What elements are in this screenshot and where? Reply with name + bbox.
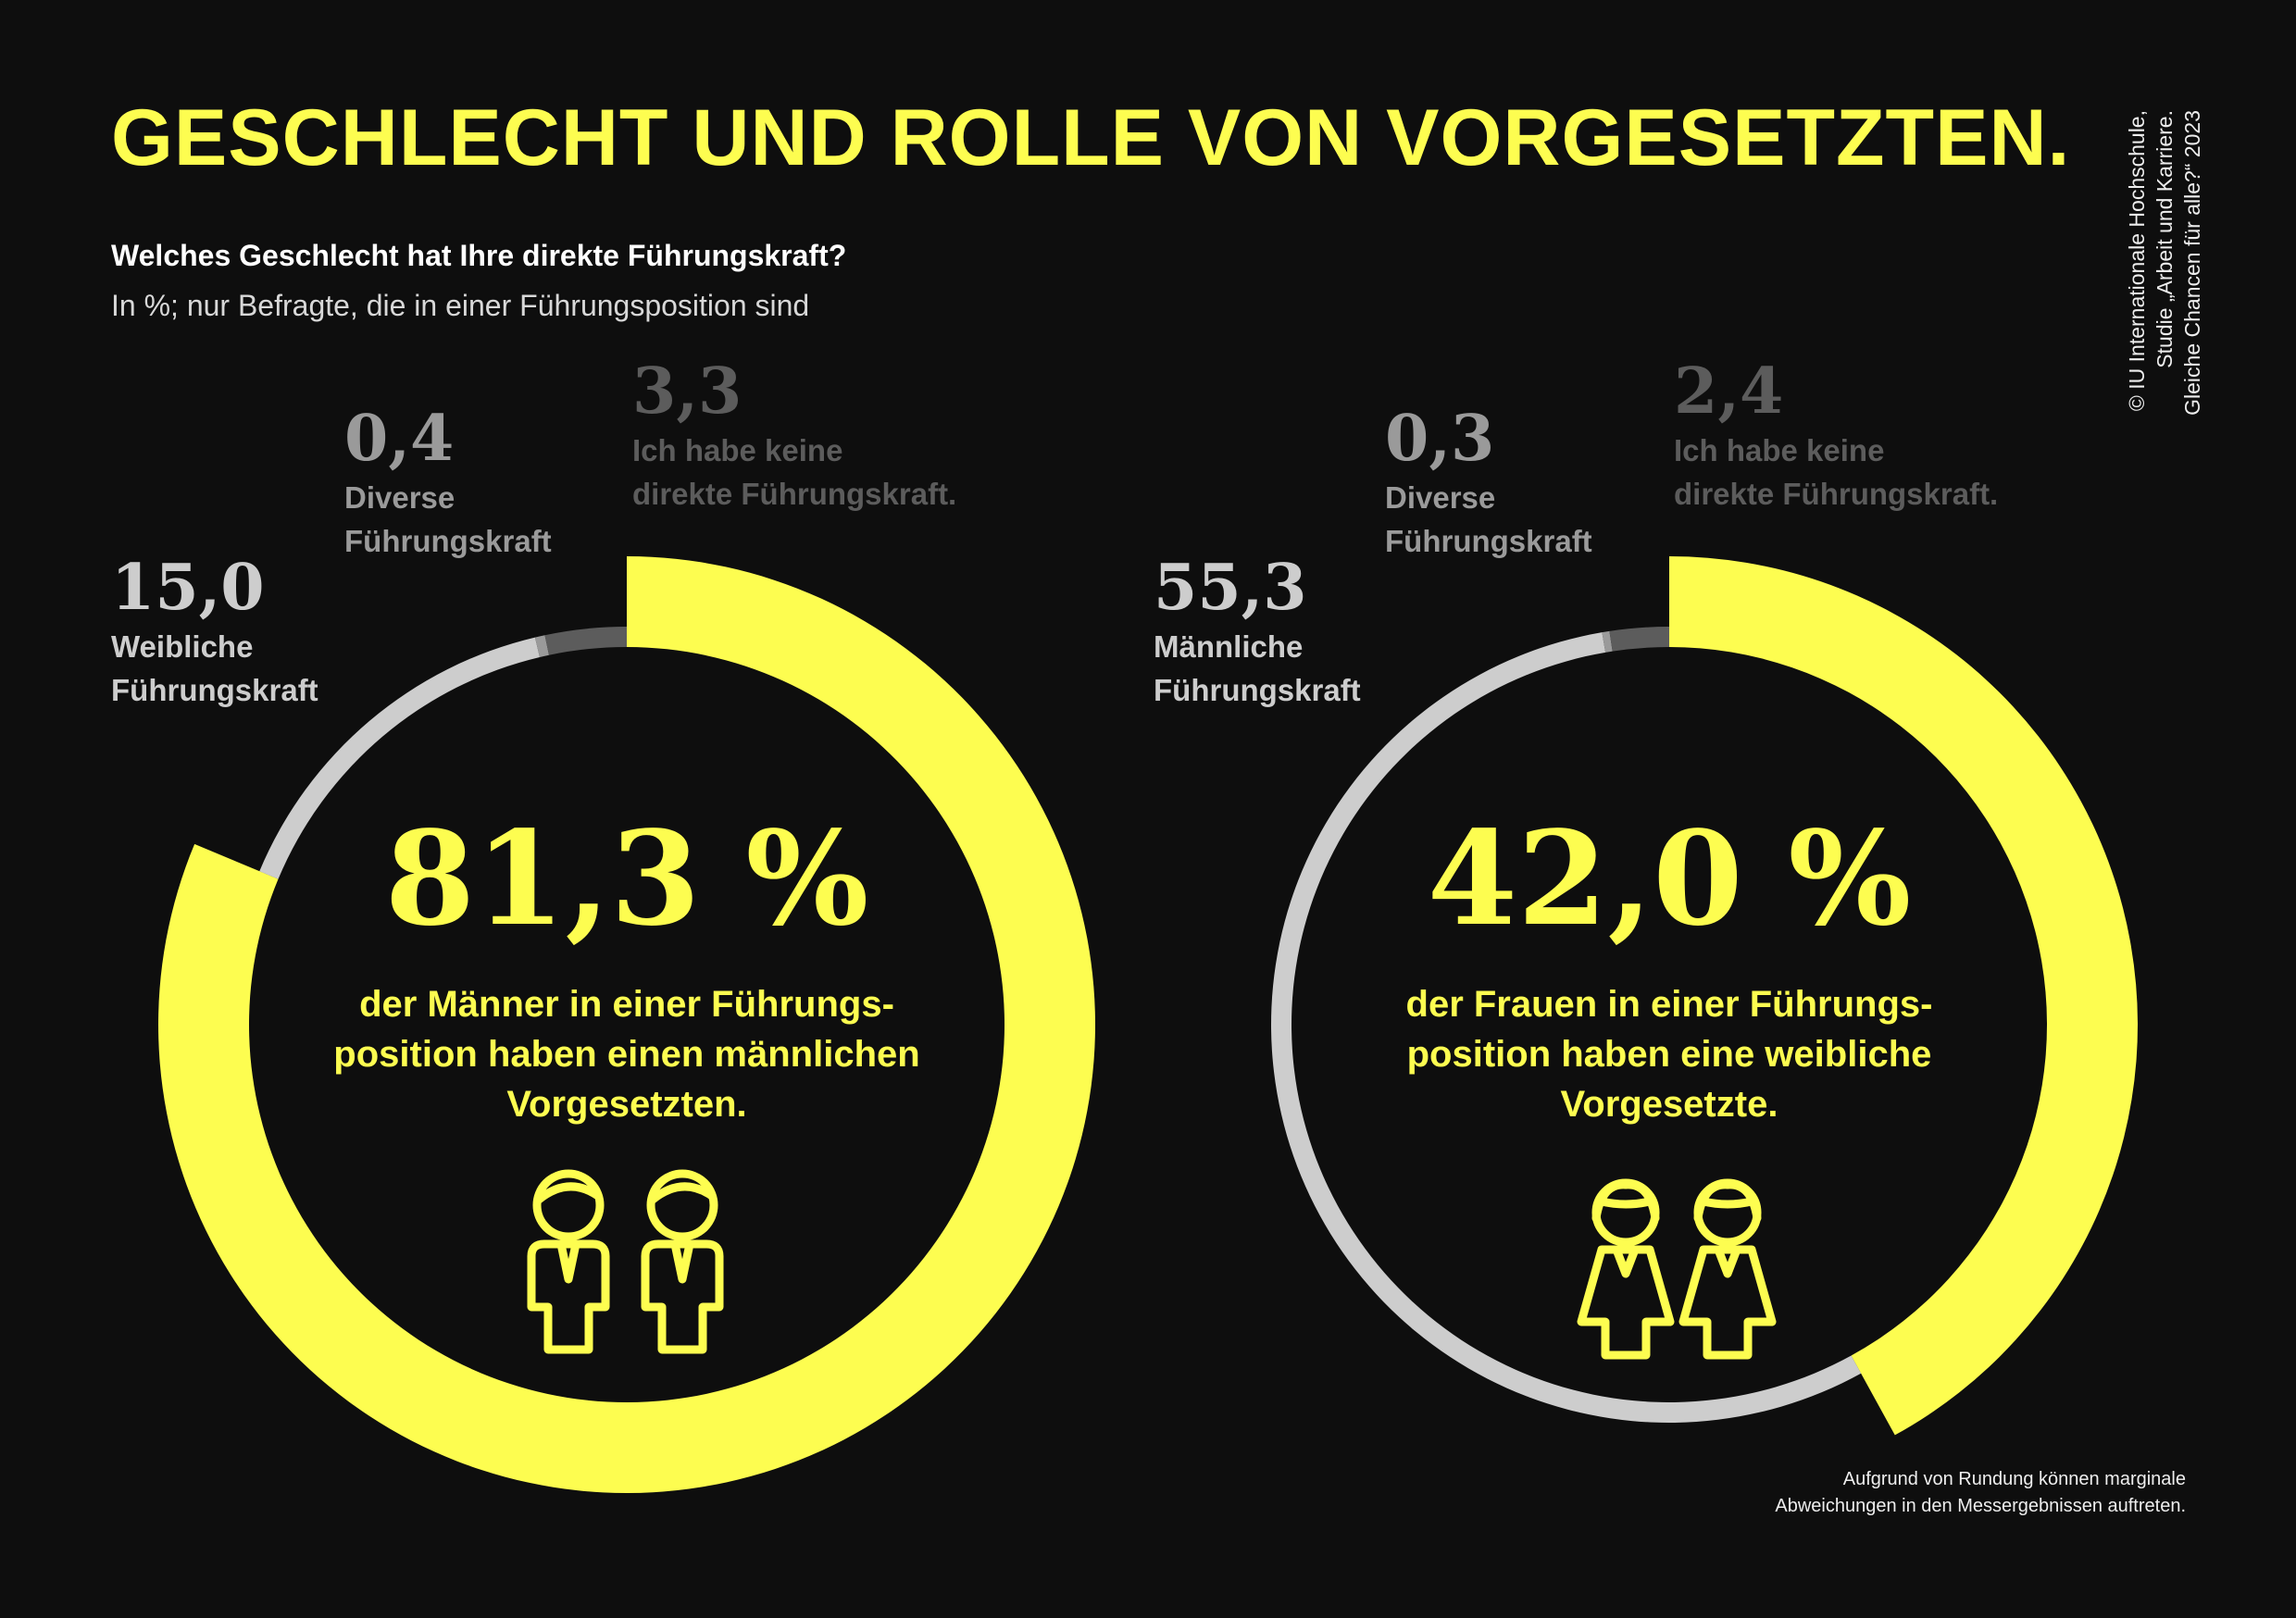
value-label: 55,3 xyxy=(1154,551,1307,625)
source: © IU Internationale Hochschule, Studie „… xyxy=(2125,110,2204,416)
center-value: 42,0 % xyxy=(1427,803,1912,955)
question: Welches Geschlecht hat Ihre direkte Führ… xyxy=(111,239,847,272)
donut-slice xyxy=(1669,556,2138,1436)
donut-slice xyxy=(1602,630,1613,653)
man-icon xyxy=(527,1169,610,1354)
icons xyxy=(527,1169,1777,1360)
value-label: 3,3 xyxy=(632,355,742,429)
category-label: Ich habe keine direkte Führungskraft. xyxy=(1674,433,1999,511)
man-icon xyxy=(641,1169,724,1354)
category-label: Weibliche Führungskraft xyxy=(111,629,318,707)
donut-slice xyxy=(259,637,541,879)
donut-slice xyxy=(544,627,627,655)
value-label: 2,4 xyxy=(1674,355,1784,429)
donut-slice xyxy=(534,635,550,657)
center-text: der Männer in einer Führungs- position h… xyxy=(333,984,920,1125)
category-label: Diverse Führungskraft xyxy=(344,480,552,558)
subtitle: In %; nur Befragte, die in einer Führung… xyxy=(111,289,810,322)
title: GESCHLECHT UND ROLLE VON VORGESETZTEN. xyxy=(111,93,2071,182)
value-label: 0,3 xyxy=(1385,402,1495,476)
center-text: der Frauen in einer Führungs- position h… xyxy=(1405,984,1933,1125)
category-label: Ich habe keine direkte Führungskraft. xyxy=(632,433,957,511)
value-label: 15,0 xyxy=(111,551,265,625)
center-value: 81,3 % xyxy=(384,803,869,955)
category-label: Männliche Führungskraft xyxy=(1154,629,1361,707)
donut-slice xyxy=(1609,627,1669,652)
woman-icon xyxy=(1577,1178,1675,1360)
woman-icon xyxy=(1678,1178,1777,1360)
value-label: 0,4 xyxy=(344,402,455,476)
category-label: Diverse Führungskraft xyxy=(1385,480,1592,558)
footnote: Aufgrund von Rundung können marginale Ab… xyxy=(1775,1469,2186,1516)
